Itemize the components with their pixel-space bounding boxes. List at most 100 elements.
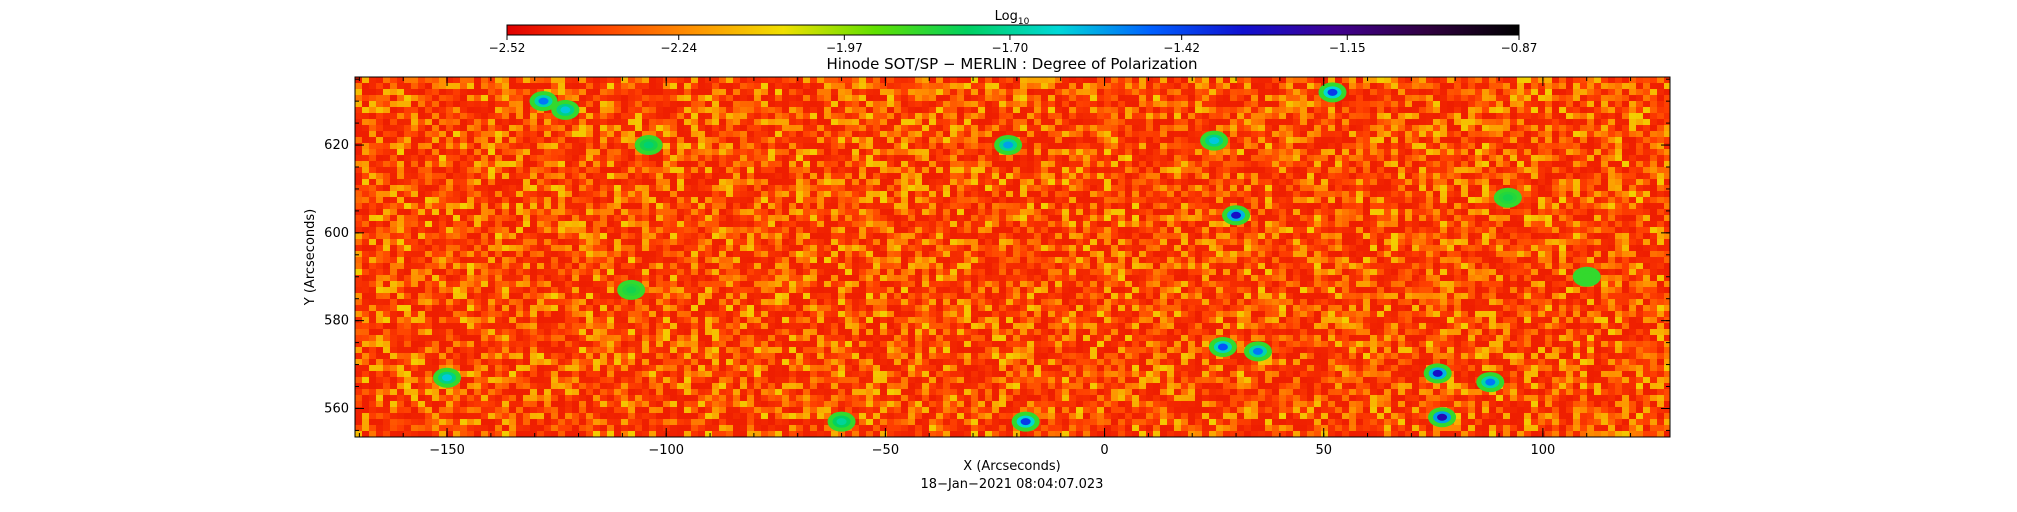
- heatmap-cell: [1244, 191, 1251, 197]
- heatmap-cell: [425, 125, 432, 131]
- heatmap-cell: [1412, 215, 1419, 221]
- heatmap-cell: [1370, 209, 1377, 215]
- heatmap-cell: [1041, 155, 1048, 161]
- heatmap-cell: [593, 191, 600, 197]
- heatmap-cell: [999, 209, 1006, 215]
- heatmap-cell: [446, 227, 453, 233]
- heatmap-cell: [1622, 77, 1629, 83]
- heatmap-cell: [369, 83, 376, 89]
- heatmap-cell: [845, 107, 852, 113]
- heatmap-cell: [1629, 227, 1636, 233]
- heatmap-cell: [1510, 227, 1517, 233]
- heatmap-cell: [817, 173, 824, 179]
- heatmap-cell: [1146, 131, 1153, 137]
- heatmap-cell: [1426, 173, 1433, 179]
- heatmap-cell: [355, 167, 362, 173]
- heatmap-cell: [1573, 227, 1580, 233]
- heatmap-cell: [642, 125, 649, 131]
- heatmap-cell: [1258, 149, 1265, 155]
- heatmap-cell: [894, 125, 901, 131]
- heatmap-cell: [1076, 95, 1083, 101]
- heatmap-cell: [376, 221, 383, 227]
- heatmap-cell: [495, 113, 502, 119]
- heatmap-cell: [432, 215, 439, 221]
- heatmap-cell: [789, 77, 796, 83]
- heatmap-cell: [1356, 167, 1363, 173]
- heatmap-cell: [523, 209, 530, 215]
- heatmap-cell: [1188, 83, 1195, 89]
- heatmap-cell: [1608, 113, 1615, 119]
- heatmap-cell: [992, 173, 999, 179]
- heatmap-cell: [1615, 161, 1622, 167]
- heatmap-cell: [1279, 131, 1286, 137]
- heatmap-cell: [663, 233, 670, 239]
- heatmap-cell: [831, 131, 838, 137]
- heatmap-cell: [1545, 209, 1552, 215]
- heatmap-cell: [1090, 77, 1097, 83]
- heatmap-cell: [740, 83, 747, 89]
- heatmap-cell: [1510, 95, 1517, 101]
- heatmap-cell: [397, 161, 404, 167]
- heatmap-cell: [376, 161, 383, 167]
- heatmap-cell: [425, 185, 432, 191]
- heatmap-cell: [1636, 197, 1643, 203]
- heatmap-cell: [1167, 215, 1174, 221]
- heatmap-cell: [1125, 107, 1132, 113]
- heatmap-cell: [1307, 83, 1314, 89]
- heatmap-cell: [775, 95, 782, 101]
- heatmap-cell: [488, 131, 495, 137]
- heatmap-cell: [1181, 221, 1188, 227]
- heatmap-cell: [859, 113, 866, 119]
- heatmap-cell: [537, 185, 544, 191]
- heatmap-cell: [936, 137, 943, 143]
- heatmap-cell: [1111, 107, 1118, 113]
- heatmap-cell: [1272, 161, 1279, 167]
- heatmap-cell: [1517, 203, 1524, 209]
- heatmap-cell: [663, 191, 670, 197]
- heatmap-cell: [1300, 215, 1307, 221]
- heatmap-cell: [894, 179, 901, 185]
- heatmap-cell: [1258, 167, 1265, 173]
- heatmap-cell: [1293, 107, 1300, 113]
- heatmap-cell: [1118, 95, 1125, 101]
- heatmap-cell: [1496, 185, 1503, 191]
- heatmap-cell: [1153, 125, 1160, 131]
- heatmap-cell: [1601, 83, 1608, 89]
- heatmap-cell: [1440, 95, 1447, 101]
- heatmap-cell: [1594, 221, 1601, 227]
- heatmap-cell: [663, 131, 670, 137]
- heatmap-cell: [1321, 227, 1328, 233]
- heatmap-cell: [985, 143, 992, 149]
- heatmap-cell: [1153, 227, 1160, 233]
- heatmap-cell: [558, 89, 565, 95]
- heatmap-cell: [782, 119, 789, 125]
- heatmap-cell: [362, 215, 369, 221]
- heatmap-cell: [1076, 191, 1083, 197]
- heatmap-cell: [628, 167, 635, 173]
- heatmap-cell: [516, 203, 523, 209]
- heatmap-cell: [684, 161, 691, 167]
- heatmap-cell: [1181, 203, 1188, 209]
- heatmap-cell: [1384, 161, 1391, 167]
- heatmap-cell: [439, 143, 446, 149]
- heatmap-cell: [1489, 191, 1496, 197]
- heatmap-cell: [495, 83, 502, 89]
- heatmap-cell: [1076, 179, 1083, 185]
- heatmap-cell: [425, 77, 432, 83]
- heatmap-cell: [355, 113, 362, 119]
- heatmap-cell: [362, 137, 369, 143]
- heatmap-cell: [1069, 227, 1076, 233]
- heatmap-cell: [628, 215, 635, 221]
- heatmap-cell: [1265, 185, 1272, 191]
- heatmap-cell: [1265, 215, 1272, 221]
- heatmap-cell: [1475, 143, 1482, 149]
- heatmap-cell: [1223, 155, 1230, 161]
- heatmap-cell: [453, 185, 460, 191]
- heatmap-cell: [1370, 125, 1377, 131]
- heatmap-cell: [404, 77, 411, 83]
- heatmap-cell: [1615, 221, 1622, 227]
- heatmap-cell: [383, 137, 390, 143]
- heatmap-cell: [1405, 227, 1412, 233]
- heatmap-cell: [1475, 209, 1482, 215]
- heatmap-cell: [1125, 203, 1132, 209]
